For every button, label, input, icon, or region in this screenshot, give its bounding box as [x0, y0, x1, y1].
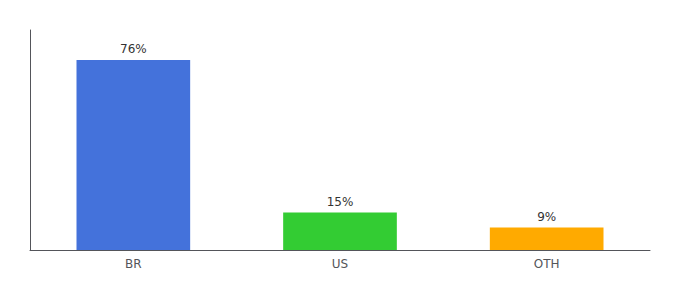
svg-text:US: US	[332, 257, 348, 271]
svg-text:76%: 76%	[120, 42, 147, 56]
svg-text:15%: 15%	[327, 195, 354, 209]
svg-text:9%: 9%	[537, 210, 556, 224]
svg-text:OTH: OTH	[534, 257, 560, 271]
svg-text:BR: BR	[125, 257, 142, 271]
